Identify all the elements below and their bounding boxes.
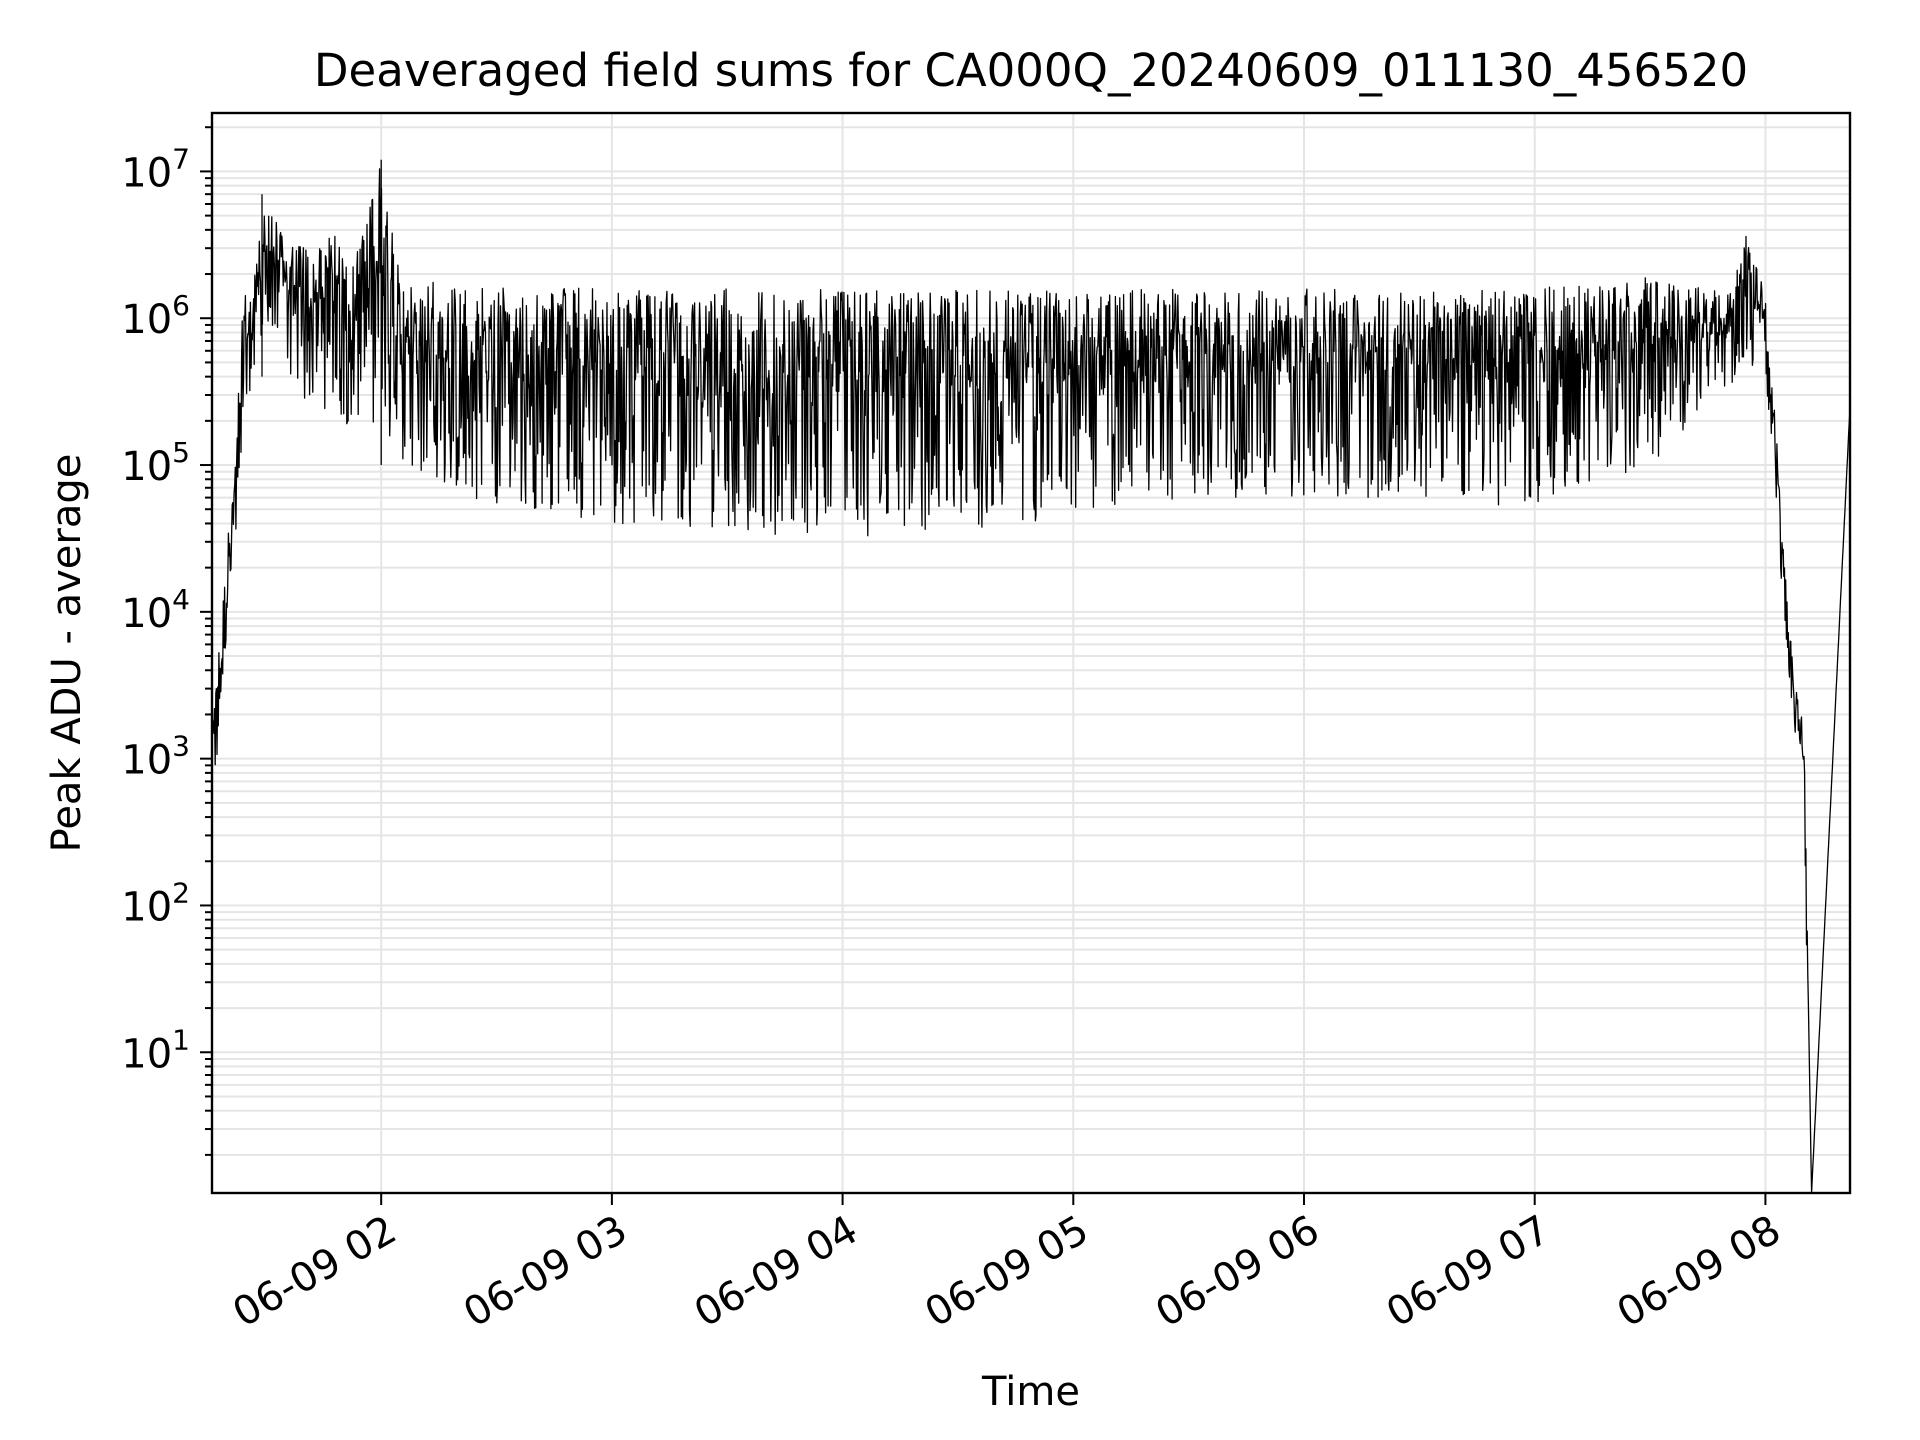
y-tick-label: 102 xyxy=(121,876,190,930)
series-line xyxy=(212,159,1850,1193)
y-tick-exponent: 4 xyxy=(172,583,190,616)
y-tick-label: 104 xyxy=(121,583,190,637)
y-axis-label: Peak ADU - average xyxy=(44,454,90,853)
y-tick-base: 10 xyxy=(121,297,172,343)
chart-title: Deaveraged field sums for CA000Q_2024060… xyxy=(314,44,1748,97)
y-tick-label: 106 xyxy=(121,289,190,343)
y-tick-base: 10 xyxy=(121,884,172,930)
y-tick-label: 105 xyxy=(121,436,190,490)
y-tick-exponent: 6 xyxy=(172,289,190,322)
series-area xyxy=(212,159,1850,1193)
y-tick-base: 10 xyxy=(121,150,172,196)
y-tick-exponent: 7 xyxy=(172,142,190,175)
y-tick-exponent: 5 xyxy=(172,436,190,469)
y-tick-base: 10 xyxy=(121,738,172,784)
x-axis-label: Time xyxy=(981,1369,1080,1415)
y-tick-exponent: 2 xyxy=(172,876,190,909)
y-tick-base: 10 xyxy=(121,591,172,637)
y-tick-base: 10 xyxy=(121,444,172,490)
y-tick-label: 103 xyxy=(121,730,190,784)
y-tick-label: 101 xyxy=(121,1023,190,1077)
y-tick-base: 10 xyxy=(121,1031,172,1077)
y-tick-exponent: 1 xyxy=(172,1023,190,1056)
y-tick-exponent: 3 xyxy=(172,730,190,763)
plot-frame xyxy=(210,111,1852,1195)
y-tick-label: 107 xyxy=(121,142,190,196)
